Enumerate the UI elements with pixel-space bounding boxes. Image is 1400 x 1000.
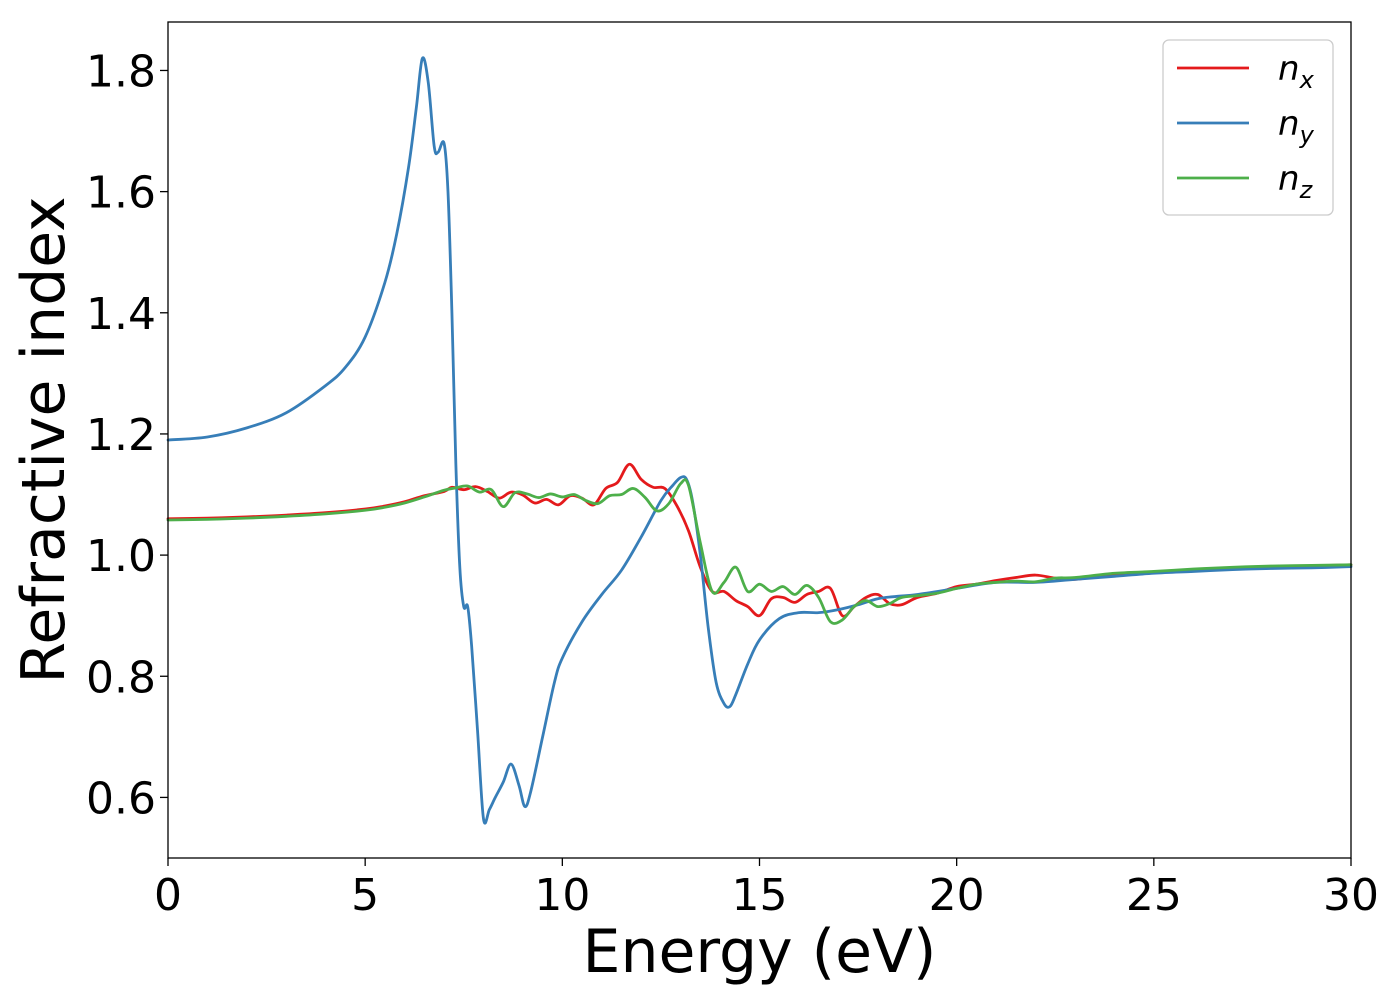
x-tick-label: 5: [351, 870, 379, 921]
x-tick-label: 0: [154, 870, 182, 921]
series-line-ny: [166, 56, 1353, 825]
y-tick-label: 1.2: [86, 410, 156, 461]
axis-tick-labels: 0 5 10 15 20 25 30 0.6 0.8 1.0 1.2 1.4 1.6 1.8: [86, 46, 1379, 921]
legend-label-nz: nz: [1278, 159, 1314, 204]
y-tick-label: 1.0: [86, 531, 156, 582]
y-axis-label: Refractive index: [9, 196, 79, 683]
legend-label-nx: nx: [1278, 49, 1315, 94]
x-tick-label: 15: [732, 870, 788, 921]
y-tick-label: 1.6: [86, 168, 156, 219]
legend-box: [1162, 39, 1334, 216]
series-lines: [166, 56, 1353, 825]
y-tick-label: 0.6: [86, 773, 156, 824]
y-tick-label: 1.8: [86, 46, 156, 97]
legend-entries: nx ny nz: [1177, 49, 1315, 204]
x-axis-label: Energy (eV): [583, 917, 937, 987]
legend: nx ny nz: [1162, 39, 1334, 216]
x-tick-label: 10: [534, 870, 590, 921]
axis-ticks: [160, 69, 1352, 866]
y-tick-label: 1.4: [86, 289, 156, 340]
x-tick-label: 30: [1323, 870, 1379, 921]
x-tick-label: 20: [929, 870, 985, 921]
series-line-nz: [166, 478, 1353, 625]
y-tick-label: 0.8: [86, 652, 156, 703]
legend-label-ny: ny: [1278, 104, 1315, 149]
x-tick-label: 25: [1126, 870, 1182, 921]
